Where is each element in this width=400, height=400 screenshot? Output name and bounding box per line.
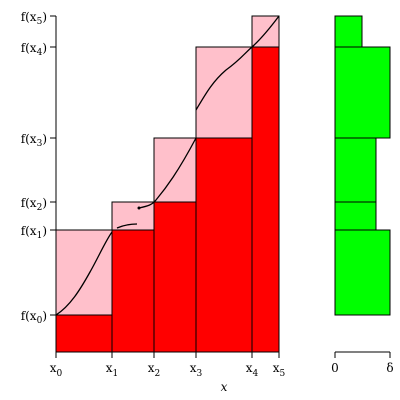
curve-segment-3 [138,137,197,209]
lower-rect-1 [55,314,113,353]
x-labels: x0 x1 x2 x3 x4 x5 [50,361,286,379]
curve-segment-1 [55,231,113,316]
y-label-5: f(x5) [21,10,47,27]
y-ticks [50,15,56,316]
lower-rect-4 [195,137,253,353]
lower-rect-5 [251,46,280,353]
x-label-5: x5 [273,361,286,379]
delta-axis [334,351,391,358]
delta-label-zero: 0 [331,361,339,375]
difference-bar-5 [334,15,363,48]
axes [55,16,279,353]
difference-bar-3 [334,137,377,203]
y-label-3: f(x3) [21,132,47,149]
x-label-0: x0 [50,361,63,379]
lower-rect-3 [153,201,197,353]
y-labels: f(x0) f(x1) f(x2) f(x3) f(x4) f(x5) [21,10,47,326]
x-label-1: x1 [106,361,119,379]
y-label-2: f(x2) [21,196,47,213]
x-label-4: x4 [246,361,259,379]
x-label-2: x2 [148,361,161,379]
delta-label-delta: δ [386,361,393,375]
difference-bar-4 [334,46,391,139]
x-axis-label: x [221,380,228,394]
y-label-1: f(x1) [21,224,47,241]
difference-bar-1 [334,229,391,316]
curve-segment-2 [116,223,138,229]
difference-bar-2 [334,201,377,231]
curve-segment-5 [251,15,280,48]
x-label-3: x3 [190,361,203,379]
lower-rect-2 [111,229,155,353]
jump-marker [137,206,141,210]
x-ticks [55,352,280,358]
curve-segment-4 [195,46,253,111]
difference-bars [334,15,391,316]
y-label-4: f(x4) [21,41,47,58]
function-curve [55,15,280,316]
y-label-0: f(x0) [21,309,47,326]
